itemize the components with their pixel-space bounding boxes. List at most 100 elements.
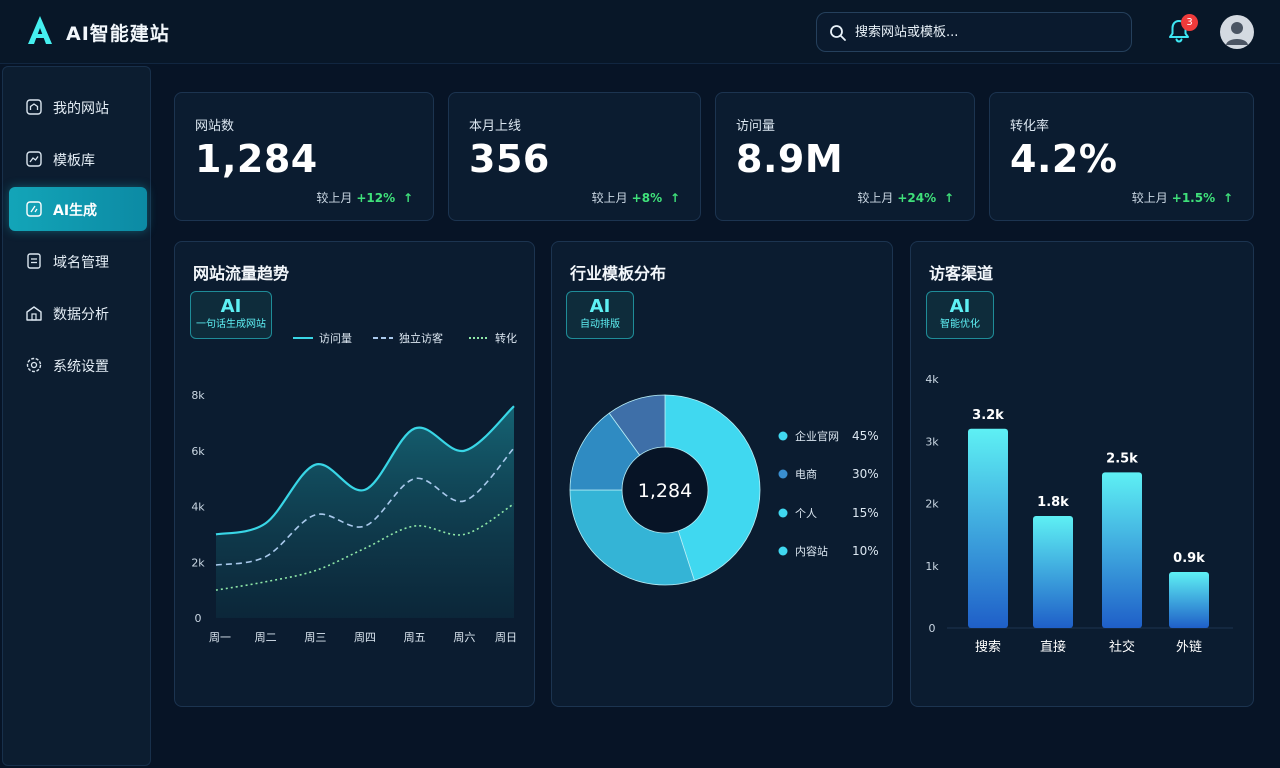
- sidebar: 我的网站 模板库 AI生成 域名管理 数据分析 系统设置: [2, 66, 151, 766]
- legend-value: 10%: [852, 544, 879, 558]
- template-donut-chart: 1,284 企业官网 45% 电商 30% 个人 15% 内容站 10%: [569, 394, 879, 586]
- y-tick-label: 3k: [925, 435, 939, 448]
- sidebar-item-analytics[interactable]: 数据分析: [9, 291, 147, 335]
- sidebar-item-templates[interactable]: 模板库: [9, 137, 147, 181]
- legend-label: 内容站: [795, 544, 828, 558]
- ai-optimize-badge[interactable]: AI 智能优化: [926, 291, 994, 339]
- ai-badge-subtitle: 一句话生成网站: [196, 319, 266, 330]
- stat-value: 4.2%: [1010, 137, 1118, 181]
- visitor-channels-panel: 访客渠道 AI 智能优化 0 1k 2k 3k 4k 3.2k 搜索 1.8k 直接 2.5k 社交…: [910, 241, 1254, 707]
- ai-badge-title: AI: [220, 296, 242, 317]
- x-tick-label: 周一: [209, 631, 231, 644]
- ai-layout-badge[interactable]: AI 自动排版: [566, 291, 634, 339]
- stat-change: 较上月 +12% ↑: [316, 189, 413, 206]
- y-tick-label: 2k: [925, 498, 939, 511]
- y-tick-label: 0: [929, 622, 936, 635]
- app-title: AI智能建站: [66, 23, 170, 45]
- stat-card-visits: 访问量 8.9M 较上月 +24% ↑: [715, 92, 975, 221]
- panel-title: 行业模板分布: [570, 264, 667, 283]
- y-tick-label: 0: [195, 612, 202, 625]
- legend-label: 独立访客: [399, 331, 443, 345]
- sidebar-item-my-sites[interactable]: 我的网站: [9, 85, 147, 129]
- x-tick-label: 周四: [354, 631, 376, 644]
- arrow-up-icon: ↑: [669, 191, 680, 205]
- bar-value-label: 0.9k: [1173, 551, 1205, 566]
- bar-value-label: 1.8k: [1037, 495, 1069, 510]
- x-tick-label: 周六: [453, 631, 475, 644]
- stat-label: 转化率: [1010, 119, 1050, 134]
- panel-title: 网站流量趋势: [193, 264, 290, 283]
- search-icon: [830, 25, 846, 41]
- donut-center-label: 1,284: [638, 480, 692, 502]
- stat-card-sites: 网站数 1,284 较上月 +12% ↑: [174, 92, 434, 221]
- y-tick-label: 4k: [925, 373, 939, 386]
- ai-icon: [26, 201, 42, 217]
- template-distribution-panel: 行业模板分布 AI 自动排版 1,284 企业官网 45% 电商 30% 个人 15% 内容站…: [551, 241, 893, 707]
- search-box[interactable]: [816, 12, 1132, 52]
- sidebar-item-label: 数据分析: [53, 307, 109, 323]
- notification-badge: 3: [1181, 14, 1198, 31]
- panel-title: 访客渠道: [929, 264, 994, 283]
- ai-generate-badge[interactable]: AI 一句话生成网站: [190, 291, 272, 339]
- stat-card-launched: 本月上线 356 较上月 +8% ↑: [448, 92, 701, 221]
- stat-label: 网站数: [195, 119, 235, 134]
- legend-label: 转化: [495, 331, 517, 345]
- arrow-up-icon: ↑: [1222, 191, 1233, 205]
- donut-hole: [623, 448, 707, 532]
- stat-compare-label: 较上月: [1131, 191, 1168, 205]
- donut-slice: [608, 394, 666, 456]
- legend-label: 企业官网: [795, 429, 839, 443]
- ai-badge-subtitle: 智能优化: [940, 319, 980, 330]
- bar-value-label: 3.2k: [972, 408, 1004, 423]
- bar: [1102, 472, 1142, 628]
- x-tick-label: 外链: [1176, 640, 1202, 655]
- legend-value: 15%: [852, 506, 879, 520]
- sidebar-item-label: 系统设置: [53, 359, 109, 375]
- stat-change: 较上月 +1.5% ↑: [1132, 189, 1233, 206]
- stat-label: 本月上线: [469, 119, 522, 134]
- legend-value: 45%: [852, 429, 879, 443]
- stat-value: 8.9M: [736, 137, 844, 181]
- sidebar-item-settings[interactable]: 系统设置: [9, 343, 147, 387]
- domain-icon: [27, 253, 41, 269]
- series-area-fill: [216, 406, 514, 618]
- stat-change-value: +1.5%: [1171, 191, 1216, 205]
- stat-change: 较上月 +24% ↑: [857, 189, 954, 206]
- sidebar-item-domains[interactable]: 域名管理: [9, 239, 147, 283]
- avatar[interactable]: [1220, 15, 1254, 49]
- gear-icon: [26, 357, 42, 373]
- x-tick-label: 周五: [404, 631, 426, 644]
- stat-change-value: +12%: [356, 191, 396, 205]
- legend-dot: [778, 546, 788, 556]
- legend-value: 30%: [852, 467, 879, 481]
- search-input[interactable]: [855, 21, 1115, 43]
- bar: [1169, 571, 1209, 628]
- stat-value: 356: [469, 137, 550, 181]
- traffic-trend-panel: 网站流量趋势 AI 一句话生成网站 0 2k 4k 6k 8k 周一 周二 周三 周四 周五 周六 周…: [174, 241, 535, 707]
- x-tick-label: 周日: [495, 631, 517, 644]
- donut-slice: [664, 394, 761, 581]
- series-line-1: [215, 447, 515, 566]
- stat-compare-label: 较上月: [591, 191, 628, 205]
- chart-icon: [26, 151, 42, 167]
- user-icon: [1226, 22, 1248, 45]
- y-tick-label: 6k: [191, 445, 205, 458]
- stat-value: 1,284: [195, 137, 318, 181]
- x-tick-label: 搜索: [975, 640, 1001, 655]
- legend-dot: [778, 469, 788, 479]
- y-tick-label: 2k: [191, 556, 205, 569]
- top-bar: AI智能建站 3: [0, 0, 1280, 64]
- sidebar-item-ai-generate[interactable]: AI生成: [9, 187, 147, 231]
- stat-card-conversion: 转化率 4.2% 较上月 +1.5% ↑: [989, 92, 1254, 221]
- legend-dot: [778, 508, 788, 518]
- arrow-up-icon: ↑: [943, 191, 954, 205]
- y-tick-label: 1k: [925, 560, 939, 573]
- y-tick-label: 8k: [191, 389, 205, 402]
- sidebar-item-label: AI生成: [53, 203, 98, 219]
- bar: [968, 428, 1008, 628]
- series-line-2: [215, 503, 515, 591]
- ai-badge-subtitle: 自动排版: [580, 319, 620, 330]
- analytics-icon: [26, 306, 42, 321]
- y-tick-label: 4k: [191, 501, 205, 514]
- bar: [1033, 515, 1073, 628]
